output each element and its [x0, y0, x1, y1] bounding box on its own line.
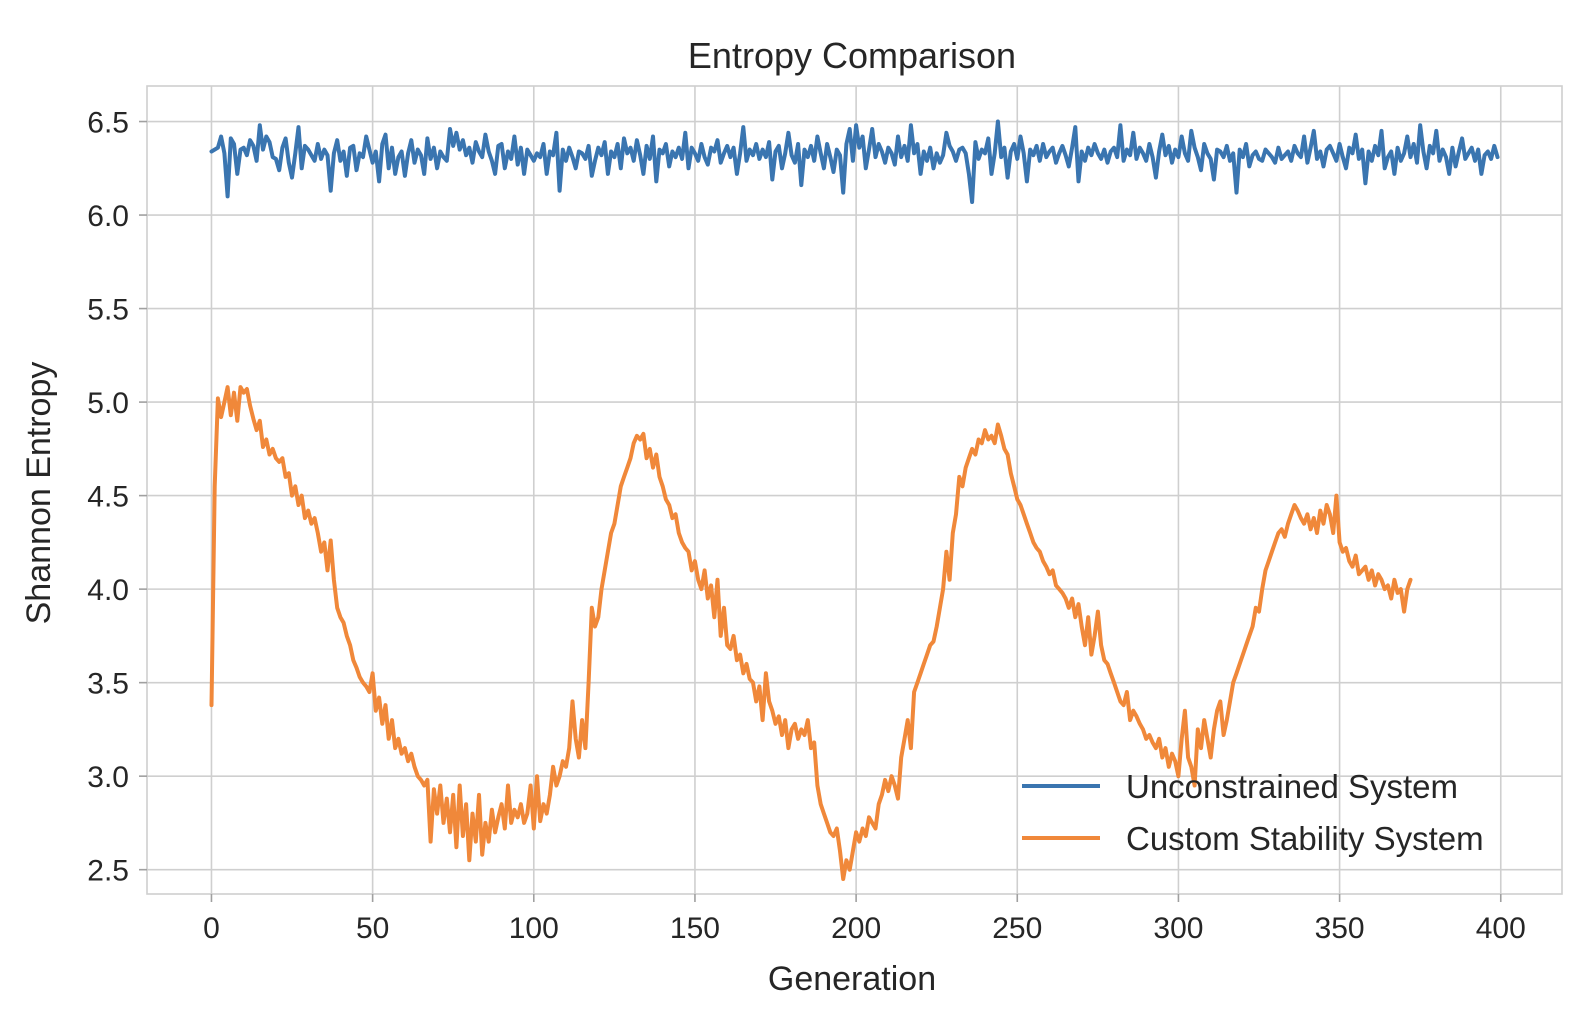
y-tick-label: 6.0	[87, 200, 129, 233]
y-tick-label: 5.0	[87, 387, 129, 420]
y-axis-label: Shannon Entropy	[20, 362, 58, 625]
chart-title: Entropy Comparison	[688, 35, 1016, 76]
series-line-custom-stability	[209, 385, 1413, 881]
x-tick-label: 400	[1476, 912, 1526, 945]
legend-label-custom-stability: Custom Stability System	[1126, 820, 1484, 857]
x-tick-label: 100	[509, 912, 559, 945]
x-tick-label: 150	[670, 912, 720, 945]
series-line-unconstrained	[209, 119, 1500, 204]
y-tick-label: 4.0	[87, 574, 129, 607]
legend-label-unconstrained: Unconstrained System	[1126, 768, 1458, 805]
y-tick-label: 3.5	[87, 668, 129, 701]
legend: Unconstrained System Custom Stability Sy…	[1022, 768, 1484, 857]
y-tick-label: 6.5	[87, 107, 129, 140]
ticks-layer: 0 50 100 150 200 250 300 350 400 2.5 3.0 3.5 4.0 4.5 5…	[87, 107, 1526, 945]
x-tick-label: 300	[1153, 912, 1203, 945]
x-tick-label: 0	[203, 912, 220, 945]
x-tick-label: 50	[356, 912, 389, 945]
x-axis-label: Generation	[768, 960, 936, 998]
y-tick-label: 5.5	[87, 294, 129, 327]
y-tick-label: 3.0	[87, 761, 129, 794]
x-tick-label: 200	[831, 912, 881, 945]
series-layer	[209, 119, 1500, 881]
y-tick-label: 4.5	[87, 481, 129, 514]
x-tick-label: 250	[992, 912, 1042, 945]
x-tick-label: 350	[1315, 912, 1365, 945]
y-tick-label: 2.5	[87, 855, 129, 888]
grid-layer	[147, 86, 1562, 894]
plot-frame	[146, 85, 1563, 895]
